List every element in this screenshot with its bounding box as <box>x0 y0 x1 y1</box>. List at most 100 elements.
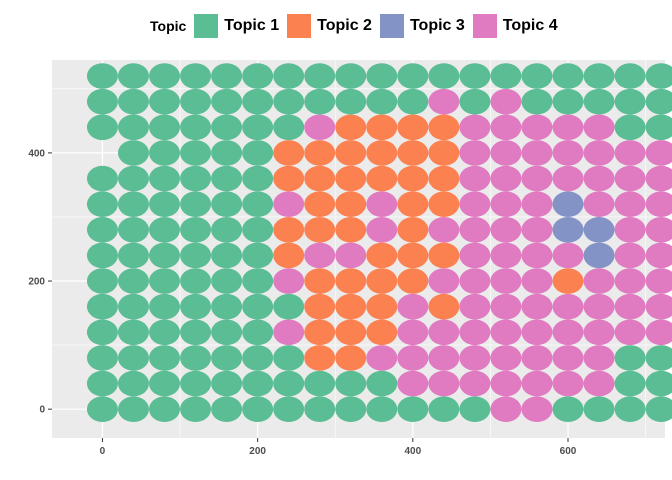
data-point-topic-4 <box>490 165 522 192</box>
data-point-topic-1 <box>86 191 118 217</box>
data-point-topic-4 <box>459 370 491 397</box>
data-point-topic-1 <box>180 216 212 243</box>
data-point-topic-2 <box>366 140 398 166</box>
data-point-topic-1 <box>614 396 646 422</box>
data-point-topic-1 <box>242 191 274 217</box>
data-point-topic-1 <box>273 114 305 141</box>
data-point-topic-4 <box>490 319 522 346</box>
data-point-topic-1 <box>614 88 646 115</box>
data-point-topic-1 <box>242 268 274 294</box>
data-point-topic-2 <box>366 319 398 346</box>
data-point-topic-1 <box>149 242 181 269</box>
data-point-topic-1 <box>211 319 243 346</box>
data-point-topic-1 <box>211 114 243 141</box>
data-point-topic-4 <box>490 88 522 115</box>
data-point-topic-1 <box>117 216 149 243</box>
data-point-topic-1 <box>552 88 584 115</box>
data-point-topic-1 <box>117 242 149 269</box>
data-point-topic-4 <box>490 216 522 243</box>
data-point-topic-4 <box>459 319 491 346</box>
legend-title: Topic <box>150 18 187 34</box>
data-point-topic-4 <box>459 165 491 192</box>
data-point-topic-1 <box>366 88 398 115</box>
data-point-topic-4 <box>304 114 336 141</box>
data-point-topic-4 <box>521 242 553 269</box>
data-point-topic-4 <box>459 242 491 269</box>
data-point-topic-2 <box>273 216 305 243</box>
data-point-topic-4 <box>521 345 553 371</box>
data-point-topic-2 <box>335 268 367 294</box>
data-point-topic-4 <box>614 319 646 346</box>
data-point-topic-1 <box>211 63 243 89</box>
data-point-topic-1 <box>304 63 336 89</box>
data-point-topic-2 <box>304 165 336 192</box>
data-point-topic-4 <box>583 140 615 166</box>
data-point-topic-2 <box>397 242 429 269</box>
data-point-topic-2 <box>366 242 398 269</box>
data-point-topic-1 <box>117 140 149 166</box>
data-point-topic-1 <box>273 396 305 422</box>
data-point-topic-2 <box>552 268 584 294</box>
data-point-topic-1 <box>180 140 212 166</box>
data-point-topic-1 <box>552 396 584 422</box>
data-point-topic-4 <box>645 165 672 192</box>
data-point-topic-3 <box>552 216 584 243</box>
data-point-topic-4 <box>645 191 672 217</box>
data-point-topic-1 <box>211 88 243 115</box>
x-tick-label: 400 <box>404 446 421 457</box>
data-point-topic-1 <box>180 345 212 371</box>
data-point-topic-2 <box>335 191 367 217</box>
data-point-topic-4 <box>583 319 615 346</box>
data-point-topic-4 <box>521 165 553 192</box>
data-point-topic-1 <box>211 396 243 422</box>
x-tick-label: 200 <box>249 446 266 457</box>
data-point-topic-4 <box>459 191 491 217</box>
data-point-topic-1 <box>304 370 336 397</box>
data-point-topic-1 <box>304 396 336 422</box>
data-point-topic-4 <box>552 165 584 192</box>
data-point-topic-2 <box>428 242 460 269</box>
data-point-topic-1 <box>242 140 274 166</box>
data-point-topic-4 <box>459 345 491 371</box>
data-point-topic-1 <box>211 370 243 397</box>
data-point-topic-1 <box>335 88 367 115</box>
data-point-topic-2 <box>397 165 429 192</box>
data-point-topic-2 <box>428 191 460 217</box>
data-point-topic-4 <box>521 191 553 217</box>
data-point-topic-1 <box>273 293 305 320</box>
legend: Topic Topic 1 Topic 2 Topic 3 Topic 4 <box>150 12 566 40</box>
data-point-topic-4 <box>645 319 672 346</box>
data-point-topic-1 <box>459 396 491 422</box>
data-point-topic-4 <box>428 319 460 346</box>
data-point-topic-4 <box>521 293 553 320</box>
data-point-topic-4 <box>521 370 553 397</box>
data-point-topic-1 <box>211 191 243 217</box>
data-points <box>86 63 672 422</box>
data-point-topic-2 <box>366 268 398 294</box>
data-point-topic-4 <box>552 319 584 346</box>
data-point-topic-1 <box>335 370 367 397</box>
data-point-topic-4 <box>459 140 491 166</box>
data-point-topic-1 <box>614 370 646 397</box>
data-point-topic-1 <box>117 191 149 217</box>
data-point-topic-1 <box>117 268 149 294</box>
data-point-topic-4 <box>428 216 460 243</box>
data-point-topic-1 <box>117 63 149 89</box>
data-point-topic-1 <box>149 268 181 294</box>
data-point-topic-1 <box>86 114 118 141</box>
data-point-topic-1 <box>86 293 118 320</box>
data-point-topic-4 <box>645 242 672 269</box>
data-point-topic-1 <box>86 63 118 89</box>
data-point-topic-2 <box>397 191 429 217</box>
legend-label-topic-2: Topic 2 <box>317 17 372 34</box>
data-point-topic-1 <box>211 268 243 294</box>
data-point-topic-4 <box>614 191 646 217</box>
data-point-topic-2 <box>304 216 336 243</box>
data-point-topic-4 <box>490 191 522 217</box>
data-point-topic-4 <box>552 293 584 320</box>
data-point-topic-2 <box>304 293 336 320</box>
data-point-topic-4 <box>397 345 429 371</box>
data-point-topic-4 <box>273 319 305 346</box>
data-point-topic-1 <box>149 140 181 166</box>
